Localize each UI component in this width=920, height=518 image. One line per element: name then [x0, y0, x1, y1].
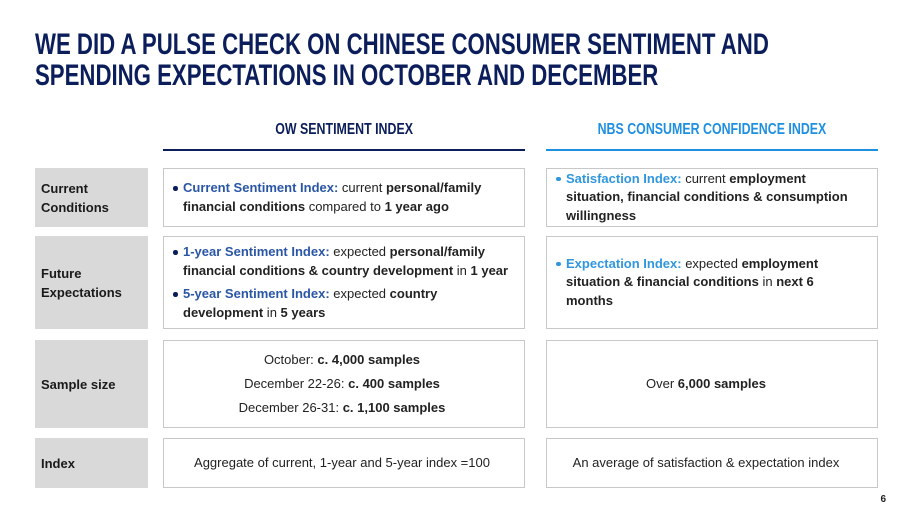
- bullet-list: Satisfaction Index: current employment s…: [555, 170, 857, 226]
- nbs-column-rule: [546, 149, 878, 151]
- bullet-list: 1-year Sentiment Index: expected persona…: [172, 243, 512, 322]
- sample-lines: October: c. 4,000 samples December 22-26…: [172, 348, 512, 420]
- nbs-future-expectations-cell: Expectation Index: expected employment s…: [546, 236, 878, 329]
- bullet-dot-icon: [555, 255, 566, 311]
- row-label-index: Index: [35, 438, 148, 488]
- text-normal: expected: [329, 244, 390, 259]
- sample-count: c. 1,100 samples: [342, 400, 446, 415]
- index-description: An average of satisfaction & expectation…: [572, 454, 840, 470]
- ow-column-rule: [163, 149, 525, 151]
- sample-line: Over 6,000 samples: [555, 372, 857, 396]
- bullet-text: Satisfaction Index: current employment s…: [566, 170, 857, 226]
- sample-count: c. 4,000 samples: [317, 352, 421, 367]
- text-normal: current: [681, 170, 730, 186]
- text-bold: employment situation & financial conditi…: [566, 255, 819, 290]
- text-normal: expected: [329, 286, 390, 301]
- bullet-text: Expectation Index: expected employment s…: [566, 255, 857, 311]
- sample-count: c. 400 samples: [348, 376, 440, 391]
- ow-column-header-text: OW SENTIMENT INDEX: [275, 121, 413, 138]
- index-name: 1-year Sentiment Index:: [183, 244, 330, 259]
- row-label-text: Current Conditions: [41, 180, 109, 215]
- text-normal: in: [263, 304, 281, 320]
- slide-title: WE DID A PULSE CHECK ON CHINESE CONSUMER…: [35, 29, 769, 92]
- text-bold: next 6 months: [566, 274, 814, 308]
- sample-period: December 26-31:: [238, 400, 343, 415]
- sample-period: October:: [263, 352, 318, 367]
- ow-future-expectations-cell: 1-year Sentiment Index: expected persona…: [163, 236, 525, 329]
- sample-period: Over: [646, 376, 678, 391]
- index-name: Satisfaction Index:: [566, 170, 682, 186]
- text-normal: in: [758, 274, 777, 290]
- bullet-item: Satisfaction Index: current employment s…: [555, 170, 857, 226]
- title-container: WE DID A PULSE CHECK ON CHINESE CONSUMER…: [35, 29, 885, 95]
- sample-line: December 26-31: c. 1,100 samples: [172, 396, 512, 420]
- row-label-current-conditions: Current Conditions: [35, 168, 148, 227]
- index-name: 5-year Sentiment Index:: [183, 286, 330, 301]
- row-label-text: Sample size: [41, 376, 116, 392]
- sample-line: December 22-26: c. 400 samples: [172, 372, 512, 396]
- nbs-sample-size-cell: Over 6,000 samples: [546, 340, 878, 428]
- page-number: 6: [880, 494, 886, 505]
- ow-sample-size-cell: October: c. 4,000 samples December 22-26…: [163, 340, 525, 428]
- bullet-item: Current Sentiment Index: current persona…: [172, 179, 512, 216]
- bullet-dot-icon: [172, 285, 183, 322]
- text-bold: country development: [183, 286, 438, 320]
- text-normal: in: [453, 262, 471, 278]
- nbs-index-cell: An average of satisfaction & expectation…: [546, 438, 878, 488]
- row-label-sample-size: Sample size: [35, 340, 148, 428]
- row-label-text: Future Expectations: [41, 265, 122, 300]
- text-bold: 1 year ago: [384, 198, 449, 214]
- sample-period: December 22-26:: [244, 376, 349, 391]
- row-label-future-expectations: Future Expectations: [35, 236, 148, 329]
- ow-index-cell: Aggregate of current, 1-year and 5-year …: [163, 438, 525, 488]
- text-bold: personal/family financial conditions: [183, 180, 482, 214]
- sample-count: 6,000 samples: [677, 376, 766, 391]
- bullet-item: 1-year Sentiment Index: expected persona…: [172, 243, 512, 280]
- index-description: Aggregate of current, 1-year and 5-year …: [194, 454, 490, 470]
- text-normal: expected: [681, 255, 742, 271]
- bullet-list: Current Sentiment Index: current persona…: [172, 179, 512, 216]
- bullet-list: Expectation Index: expected employment s…: [555, 255, 857, 311]
- bullet-dot-icon: [172, 243, 183, 280]
- bullet-text: Current Sentiment Index: current persona…: [183, 179, 512, 216]
- ow-current-conditions-cell: Current Sentiment Index: current persona…: [163, 168, 525, 227]
- bullet-dot-icon: [555, 170, 566, 226]
- text-bold: 1 year: [470, 262, 509, 278]
- bullet-item: 5-year Sentiment Index: expected country…: [172, 285, 512, 322]
- bullet-text: 1-year Sentiment Index: expected persona…: [183, 243, 512, 280]
- text-bold: personal/family financial conditions & c…: [183, 244, 486, 278]
- sample-line: October: c. 4,000 samples: [172, 348, 512, 372]
- sample-lines: Over 6,000 samples: [555, 372, 857, 396]
- nbs-current-conditions-cell: Satisfaction Index: current employment s…: [546, 168, 878, 227]
- bullet-text: 5-year Sentiment Index: expected country…: [183, 285, 512, 322]
- nbs-column-header: NBS CONSUMER CONFIDENCE INDEX: [546, 120, 878, 140]
- nbs-column-header-text: NBS CONSUMER CONFIDENCE INDEX: [597, 121, 827, 138]
- row-label-text: Index: [41, 455, 75, 471]
- bullet-item: Expectation Index: expected employment s…: [555, 255, 857, 311]
- text-normal: current: [338, 180, 386, 195]
- text-normal: compared to: [305, 198, 385, 214]
- index-name: Current Sentiment Index:: [183, 180, 339, 195]
- ow-column-header: OW SENTIMENT INDEX: [163, 120, 525, 140]
- bullet-dot-icon: [172, 179, 183, 216]
- index-name: Expectation Index:: [566, 255, 682, 271]
- text-bold: 5 years: [280, 304, 326, 320]
- text-bold: employment situation, financial conditio…: [566, 170, 848, 223]
